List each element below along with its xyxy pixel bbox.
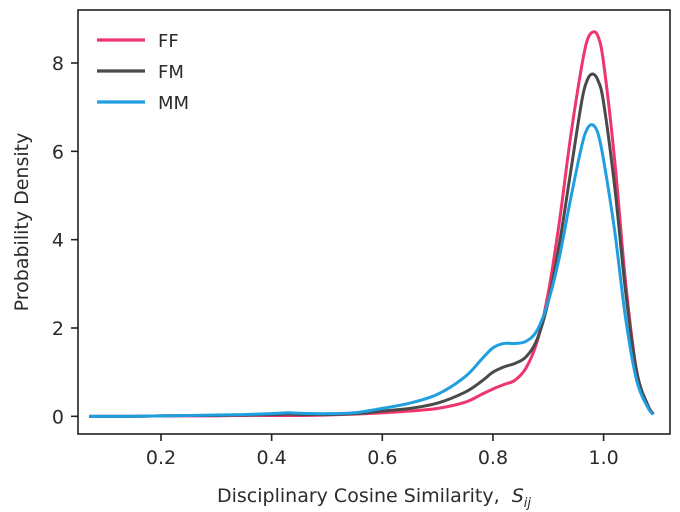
x-tick-label: 1.0 — [588, 447, 618, 469]
x-tick-label: 0.2 — [146, 447, 176, 469]
x-tick-label: 0.8 — [478, 447, 508, 469]
legend-label-ff: FF — [158, 31, 179, 52]
plot-frame — [77, 9, 671, 435]
y-tick-label: 2 — [52, 318, 64, 340]
y-tick-label: 8 — [52, 53, 64, 75]
legend-label-fm: FM — [158, 62, 184, 83]
y-tick-label: 0 — [52, 406, 64, 428]
y-tick-label: 4 — [52, 230, 64, 252]
series-line-fm — [89, 72, 655, 418]
x-axis-ticks: 0.2 0.4 0.6 0.8 1.0 — [146, 434, 619, 469]
y-tick-label: 6 — [52, 141, 64, 163]
legend: FF FM MM — [97, 31, 189, 114]
y-axis-label: Probability Density — [11, 133, 33, 312]
y-axis-ticks: 0 2 4 6 8 — [52, 53, 78, 428]
x-axis-label: Disciplinary Cosine Similarity, Sij — [217, 485, 531, 511]
x-tick-label: 0.6 — [367, 447, 397, 469]
legend-label-mm: MM — [158, 93, 189, 114]
series-line-ff — [89, 30, 655, 418]
x-tick-label: 0.4 — [257, 447, 287, 469]
series-layer — [89, 30, 655, 418]
series-line-mm — [89, 123, 655, 418]
